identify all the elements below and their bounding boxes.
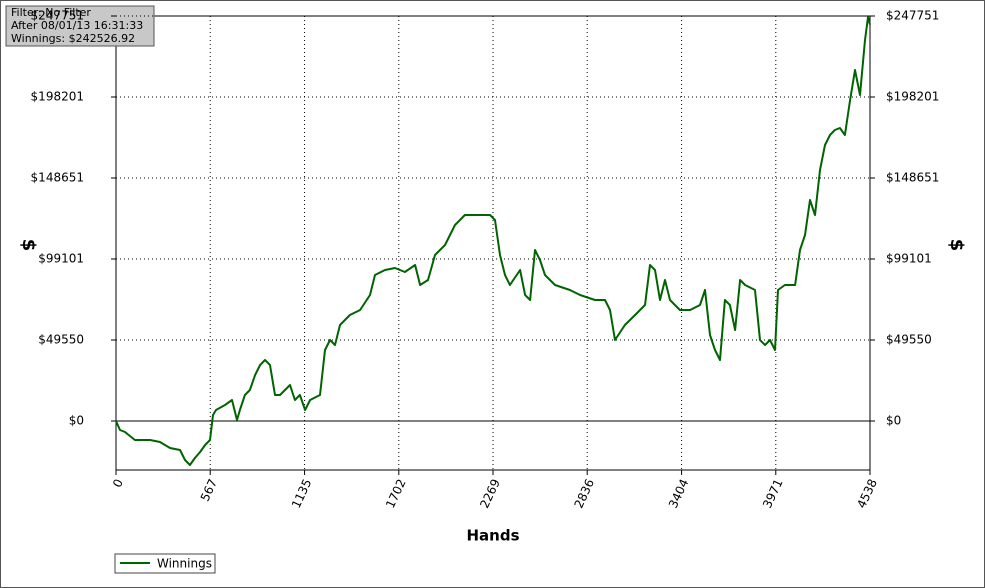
info-background (5, 5, 155, 47)
info-line: After 08/01/13 16:31:33 (11, 19, 143, 32)
y2-tick-label: $198201 (886, 90, 939, 104)
y-tick-label: $148651 (31, 171, 84, 185)
y-tick-label: $49550 (38, 333, 84, 347)
y2-tick-label: $0 (886, 414, 901, 428)
y-tick-label: $0 (69, 414, 84, 428)
y2-tick-label: $247751 (886, 9, 939, 23)
series-line (115, 16, 871, 466)
y-tick-label: $198201 (31, 90, 84, 104)
y2-tick-label: $99101 (886, 252, 932, 266)
y2-tick-label: $49550 (886, 333, 932, 347)
y-tick-label: $99101 (38, 252, 84, 266)
legend (114, 553, 216, 574)
legend-label: Winnings (157, 557, 212, 571)
y2-tick-label: $148651 (886, 171, 939, 185)
y-tick-label: $247751 (31, 9, 84, 23)
y2-axis-label: $ (946, 239, 967, 252)
y-axis-label: $ (18, 239, 39, 252)
plot-area (115, 15, 871, 471)
x-axis-label: Hands (466, 527, 519, 545)
info-line: Winnings: $242526.92 (11, 32, 135, 45)
info-line: Filter: No Filter (11, 6, 91, 19)
